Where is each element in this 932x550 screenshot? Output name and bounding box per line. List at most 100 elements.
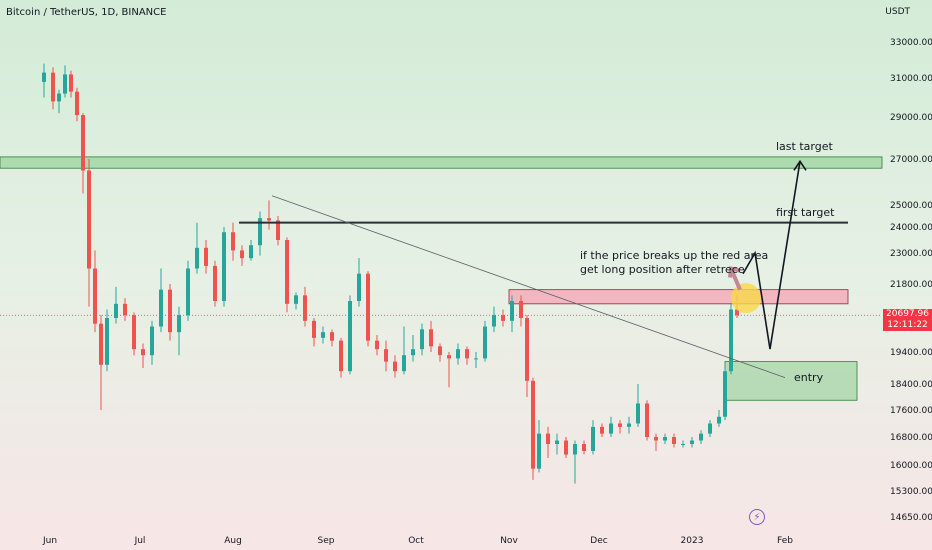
x-tick-label: 2023: [681, 536, 704, 546]
entry-label: entry: [794, 371, 824, 384]
y-tick-label: 19400.00: [890, 348, 932, 358]
candle-body: [492, 315, 496, 327]
candle-body: [168, 289, 172, 333]
candle-body: [195, 247, 199, 269]
candle-body: [99, 323, 103, 365]
candle-body: [177, 315, 181, 333]
candle-body: [438, 346, 442, 356]
y-tick-label: 25000.00: [890, 201, 932, 211]
current-price-tag: 20697.96: [883, 309, 932, 320]
candle-body: [708, 423, 712, 434]
x-tick-label: Sep: [318, 536, 335, 546]
red-zone: [508, 289, 849, 305]
y-tick-label: 29000.00: [890, 113, 932, 123]
candle-body: [81, 115, 85, 171]
candle-body: [591, 426, 595, 451]
candle-body: [69, 74, 73, 92]
candle-body: [501, 315, 505, 321]
y-tick-label: 33000.00: [890, 38, 932, 48]
candle-body: [231, 232, 235, 251]
candle-body: [447, 355, 451, 359]
pink-arrow-head: [728, 266, 741, 278]
note-line-2: get long position after retrece: [580, 263, 745, 276]
x-tick-label: Jun: [42, 536, 57, 546]
candle-body: [357, 273, 361, 301]
candle-body: [366, 273, 370, 341]
candle-body: [393, 361, 397, 372]
x-tick-label: Aug: [224, 536, 242, 546]
candle-body: [456, 349, 460, 359]
x-tick-label: Oct: [408, 536, 424, 546]
currency-label: USDT: [885, 7, 910, 17]
highlight-marker: [731, 283, 761, 314]
y-tick-label: 21800.00: [890, 280, 932, 290]
candle-body: [645, 403, 649, 437]
candle-body: [618, 423, 622, 427]
candle-body: [141, 349, 145, 356]
projection-arrowhead: [793, 159, 807, 171]
y-tick-label: 31000.00: [890, 74, 932, 84]
candle-body: [384, 349, 388, 362]
candle-body: [735, 309, 739, 316]
candle-body: [636, 403, 640, 424]
candle-body: [249, 245, 253, 259]
candle-body: [564, 440, 568, 455]
candle-body: [222, 232, 226, 301]
candle-body: [105, 318, 109, 365]
candle-body: [204, 247, 208, 266]
candle-body: [519, 301, 523, 318]
x-tick-label: Feb: [777, 536, 793, 546]
candle-body: [690, 440, 694, 444]
candle-body: [330, 332, 334, 341]
x-tick-label: Dec: [590, 536, 607, 546]
candle-body: [339, 340, 343, 372]
candle-body: [186, 268, 190, 316]
candle-body: [402, 355, 406, 372]
projection-path: [742, 161, 801, 350]
candle-body: [213, 265, 217, 301]
candle-body: [285, 240, 289, 304]
candle-body: [582, 444, 586, 451]
entry-zone: [724, 361, 858, 401]
countdown-tag: 12:11:22: [883, 320, 932, 331]
note-line-1: if the price breaks up the red area: [580, 249, 768, 262]
flash-icon[interactable]: ⚡: [749, 509, 765, 525]
y-tick-label: 27000.00: [890, 155, 932, 165]
candle-body: [150, 326, 154, 356]
candle-body: [525, 318, 529, 381]
candle-body: [42, 72, 46, 82]
candle-body: [420, 329, 424, 350]
candle-body: [375, 340, 379, 350]
candle-body: [240, 250, 244, 259]
candle-body: [573, 444, 577, 455]
y-tick-label: 15300.00: [890, 487, 932, 497]
candle-body: [672, 437, 676, 444]
candle-body: [348, 301, 352, 372]
candle-body: [294, 295, 298, 304]
candle-body: [663, 437, 667, 441]
candle-body: [627, 423, 631, 427]
candle-body: [321, 332, 325, 338]
trendline: [271, 195, 786, 378]
candle-body: [258, 218, 262, 246]
candle-body: [51, 72, 55, 102]
candle-body: [93, 268, 97, 324]
candle-body: [555, 440, 559, 444]
candle-body: [267, 218, 271, 221]
y-tick-label: 18400.00: [890, 380, 932, 390]
candle-body: [600, 426, 604, 434]
candle-body: [159, 289, 163, 327]
candle-body: [681, 444, 685, 445]
candle-body: [729, 309, 733, 372]
y-tick-label: 16000.00: [890, 461, 932, 471]
candle-body: [465, 349, 469, 359]
candle-body: [510, 301, 514, 321]
candle-body: [474, 358, 478, 360]
candle-body: [609, 423, 613, 434]
last-target-label: last target: [776, 140, 833, 153]
candle-body: [87, 170, 91, 269]
candle-body: [717, 416, 721, 424]
candle-body: [531, 380, 535, 469]
